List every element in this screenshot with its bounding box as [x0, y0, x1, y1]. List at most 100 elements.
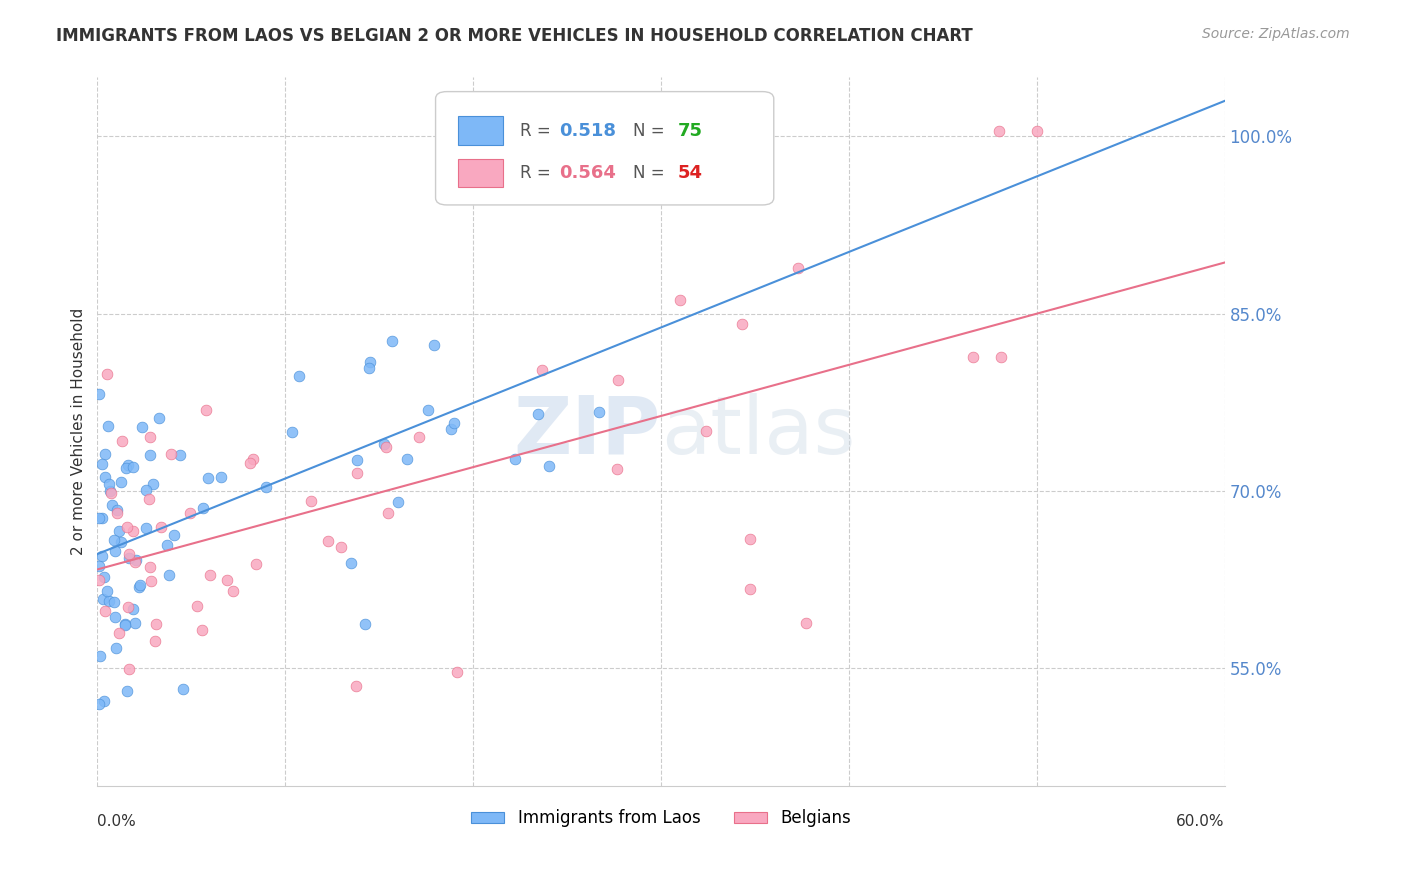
- Point: [198, 567, 221, 582]
- Point: [422, 338, 444, 352]
- Y-axis label: 2 or more Vehicles in Household: 2 or more Vehicles in Household: [72, 308, 86, 555]
- Point: [416, 403, 439, 417]
- Point: [1025, 123, 1047, 137]
- Point: [346, 453, 368, 467]
- Point: [93, 447, 115, 461]
- Point: [186, 599, 208, 613]
- Point: [90, 549, 112, 563]
- Text: IMMIGRANTS FROM LAOS VS BELGIAN 2 OR MORE VEHICLES IN HOUSEHOLD CORRELATION CHAR: IMMIGRANTS FROM LAOS VS BELGIAN 2 OR MOR…: [56, 27, 973, 45]
- Point: [111, 434, 134, 449]
- Point: [446, 665, 468, 679]
- Text: 54: 54: [678, 164, 703, 182]
- Point: [135, 521, 157, 535]
- Point: [605, 462, 627, 476]
- Point: [135, 483, 157, 498]
- Point: [89, 558, 111, 573]
- Point: [606, 373, 628, 387]
- Point: [117, 600, 139, 615]
- Point: [115, 461, 138, 475]
- Point: [97, 476, 120, 491]
- Point: [96, 367, 118, 381]
- Point: [89, 387, 111, 401]
- Point: [344, 679, 367, 693]
- Point: [110, 475, 132, 490]
- Point: [197, 471, 219, 485]
- Text: 0.564: 0.564: [560, 164, 616, 182]
- Point: [169, 449, 191, 463]
- Point: [794, 615, 817, 630]
- Text: 60.0%: 60.0%: [1177, 814, 1225, 830]
- Point: [316, 533, 339, 548]
- Point: [340, 556, 363, 570]
- Point: [239, 456, 262, 470]
- Point: [91, 591, 114, 606]
- Text: 75: 75: [678, 121, 703, 139]
- Point: [538, 458, 561, 473]
- Point: [217, 574, 239, 588]
- Point: [288, 368, 311, 383]
- Text: N =: N =: [633, 164, 669, 182]
- Point: [93, 570, 115, 584]
- Point: [387, 495, 409, 509]
- Point: [373, 437, 395, 451]
- Point: [94, 604, 117, 618]
- Point: [990, 350, 1012, 364]
- Text: atlas: atlas: [661, 392, 855, 471]
- Point: [139, 430, 162, 444]
- Point: [157, 567, 180, 582]
- Point: [359, 355, 381, 369]
- Bar: [458, 159, 503, 187]
- Bar: [458, 116, 503, 145]
- Point: [118, 662, 141, 676]
- Point: [375, 440, 398, 454]
- Text: R =: R =: [520, 164, 557, 182]
- Point: [380, 334, 402, 348]
- Point: [439, 422, 461, 436]
- Point: [122, 602, 145, 616]
- Point: [395, 452, 418, 467]
- Point: [139, 559, 162, 574]
- Point: [122, 524, 145, 539]
- Point: [89, 648, 111, 663]
- Text: R =: R =: [520, 121, 557, 139]
- Point: [962, 350, 984, 364]
- Point: [124, 615, 146, 630]
- Point: [103, 595, 125, 609]
- Point: [209, 470, 232, 484]
- Point: [107, 625, 129, 640]
- Point: [738, 582, 761, 596]
- Point: [281, 425, 304, 440]
- Point: [128, 578, 150, 592]
- Point: [98, 594, 121, 608]
- Point: [786, 260, 808, 275]
- Point: [299, 494, 322, 508]
- FancyBboxPatch shape: [436, 92, 773, 205]
- Point: [988, 123, 1011, 137]
- Point: [443, 417, 465, 431]
- Text: Source: ZipAtlas.com: Source: ZipAtlas.com: [1202, 27, 1350, 41]
- Point: [100, 485, 122, 500]
- Point: [329, 540, 352, 554]
- Point: [695, 424, 717, 438]
- Legend: Immigrants from Laos, Belgians: Immigrants from Laos, Belgians: [464, 803, 858, 834]
- Point: [94, 470, 117, 484]
- Point: [142, 477, 165, 491]
- Point: [96, 584, 118, 599]
- Point: [738, 532, 761, 546]
- Point: [148, 410, 170, 425]
- Point: [160, 447, 183, 461]
- Point: [731, 317, 754, 331]
- Point: [89, 698, 111, 712]
- Point: [191, 623, 214, 637]
- Point: [93, 693, 115, 707]
- Point: [110, 534, 132, 549]
- Point: [669, 293, 692, 308]
- Point: [90, 457, 112, 471]
- Point: [346, 467, 368, 481]
- Point: [139, 448, 162, 462]
- Point: [138, 492, 160, 507]
- Point: [101, 498, 124, 512]
- Point: [122, 459, 145, 474]
- Point: [354, 617, 377, 632]
- Point: [194, 403, 217, 417]
